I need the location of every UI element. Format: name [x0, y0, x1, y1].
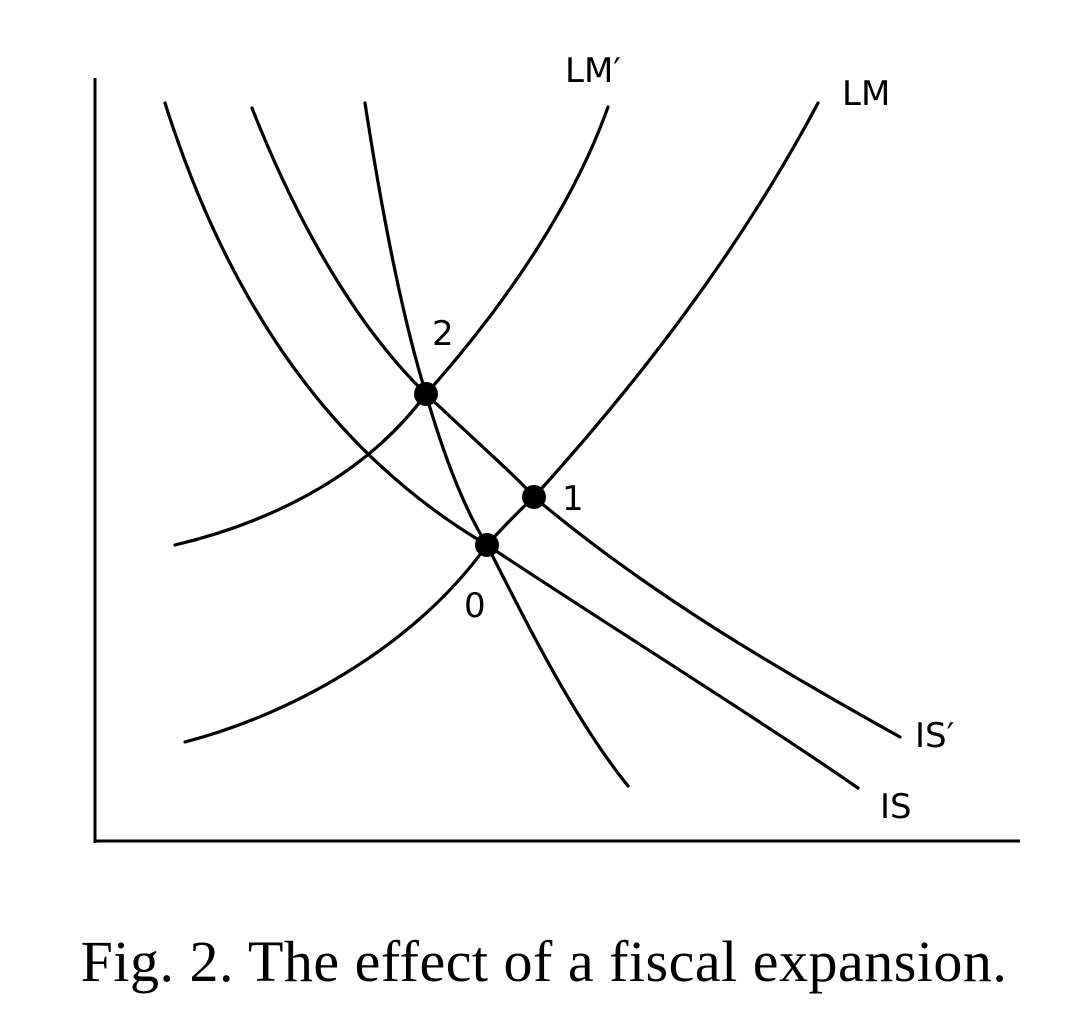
is-lm-diagram: 0 1 2 LM′ LM IS′ IS [93, 51, 1020, 843]
is-curve [163, 101, 860, 790]
equilibrium-point-2 [414, 382, 438, 406]
lm-prime-curve [173, 105, 610, 547]
steep-curve [363, 101, 630, 788]
point-label-0: 0 [464, 586, 486, 626]
figure-caption: Fig. 2. The effect of a fiscal expansion… [80, 929, 1008, 994]
lm-prime-label: LM′ [565, 51, 621, 91]
point-label-2: 2 [432, 314, 454, 354]
lm-curve [183, 101, 820, 744]
is-prime-label: IS′ [915, 716, 954, 756]
equilibrium-point-0 [475, 533, 499, 557]
is-label: IS [880, 787, 912, 827]
is-prime-curve [250, 106, 902, 739]
equilibrium-point-1 [522, 485, 546, 509]
point-label-1: 1 [562, 479, 584, 519]
lm-label: LM [842, 74, 890, 114]
